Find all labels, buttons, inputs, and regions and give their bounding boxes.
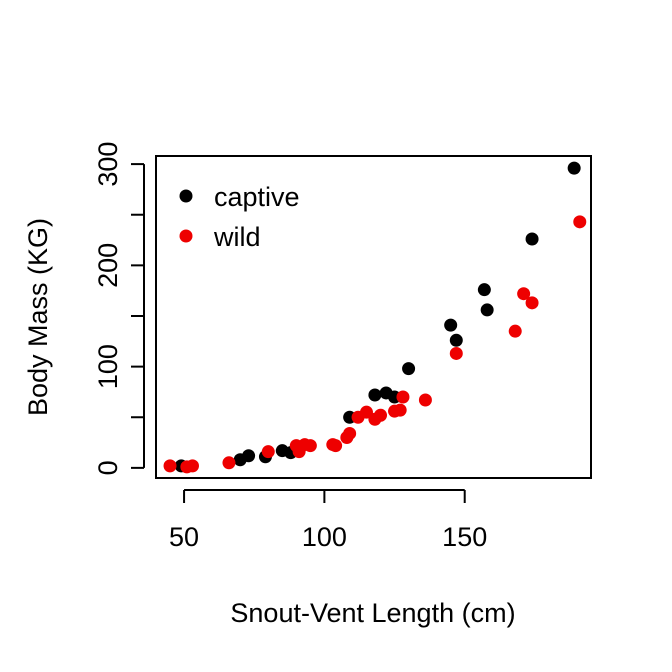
x-axis-label: Snout-Vent Length (cm) — [230, 598, 515, 628]
captive-point — [525, 232, 539, 246]
data-points — [163, 161, 587, 474]
wild-point — [573, 215, 587, 229]
x-tick-label: 50 — [169, 522, 199, 552]
captive-point — [368, 388, 382, 402]
wild-point — [329, 439, 343, 453]
wild-point — [303, 439, 317, 453]
captive-point — [444, 318, 458, 332]
wild-point — [374, 408, 388, 422]
wild-point — [418, 393, 432, 407]
wild-point — [525, 296, 539, 310]
wild-point — [449, 346, 463, 360]
x-tick-label: 100 — [302, 522, 347, 552]
legend-label-wild: wild — [213, 222, 261, 252]
x-tick-label: 150 — [442, 522, 487, 552]
y-tick-label: 200 — [93, 243, 123, 288]
captive-point — [480, 303, 494, 317]
legend: captive wild — [179, 182, 300, 252]
y-axis-label: Body Mass (KG) — [23, 218, 53, 416]
y-axis: 0 100 200 300 — [93, 142, 145, 475]
captive-point — [402, 362, 416, 376]
wild-point — [261, 445, 275, 459]
legend-label-captive: captive — [214, 182, 300, 212]
plot-frame — [155, 155, 592, 479]
wild-point — [517, 287, 531, 301]
x-axis: 50 100 150 — [169, 489, 487, 552]
captive-point — [242, 449, 256, 463]
y-tick-label: 100 — [93, 344, 123, 389]
legend-marker-captive — [179, 189, 193, 203]
captive-point — [477, 283, 491, 297]
wild-point — [185, 459, 199, 473]
y-tick-label: 300 — [93, 142, 123, 187]
wild-point — [222, 456, 236, 470]
legend-marker-wild — [179, 229, 193, 243]
wild-point — [508, 324, 522, 338]
wild-point — [163, 459, 177, 473]
captive-point — [567, 161, 581, 175]
wild-point — [393, 403, 407, 417]
wild-point — [343, 426, 357, 440]
wild-point — [396, 390, 410, 404]
captive-point — [449, 333, 463, 347]
y-tick-label: 0 — [93, 460, 123, 475]
